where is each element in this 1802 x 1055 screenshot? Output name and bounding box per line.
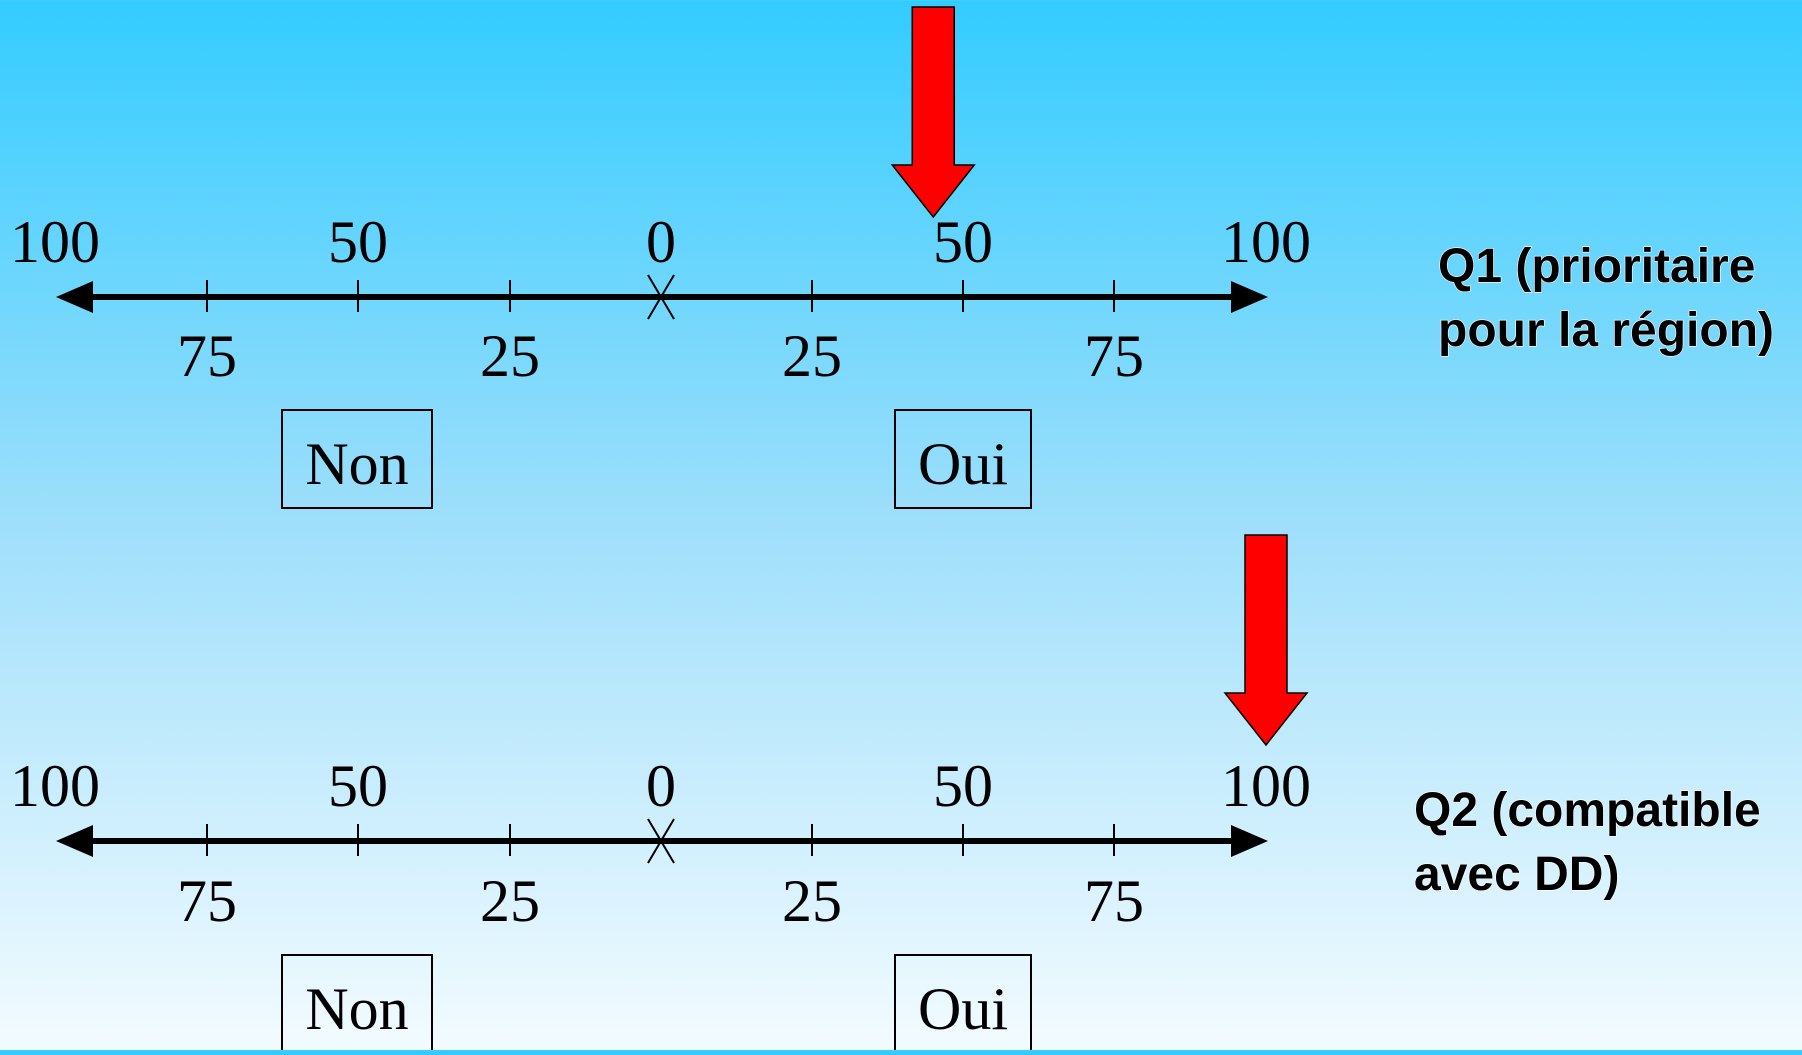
oui-box-label: Oui xyxy=(918,976,1008,1042)
center-cross xyxy=(647,274,675,320)
top-label: 50 xyxy=(328,209,388,275)
axis-arrowhead-left xyxy=(56,825,93,857)
scale-q2: 100 50 0 50 100 75 25 25 75 Non Oui Q2 (… xyxy=(10,534,1761,1055)
question-label-q2-line2: avec DD) xyxy=(1414,848,1619,901)
top-label: 50 xyxy=(933,209,993,275)
bottom-label: 75 xyxy=(177,323,237,389)
non-box xyxy=(281,954,433,1055)
top-label: 50 xyxy=(933,753,993,819)
bottom-label: 25 xyxy=(480,323,540,389)
oui-box xyxy=(894,409,1032,509)
question-label-q1-line1: Q1 (prioritaire xyxy=(1438,240,1755,293)
top-label: 100 xyxy=(1221,753,1311,819)
question-label-q1-line2: pour la région) xyxy=(1438,304,1774,357)
top-label: 0 xyxy=(646,753,676,819)
non-box-label: Non xyxy=(305,431,408,497)
bottom-label: 25 xyxy=(480,868,540,934)
bottom-label: 75 xyxy=(1084,323,1144,389)
marker-arrow-q1 xyxy=(890,6,976,219)
axis-arrowhead-left xyxy=(56,281,93,313)
oui-box-label: Oui xyxy=(918,431,1008,497)
oui-box xyxy=(894,954,1032,1055)
bottom-label: 75 xyxy=(1084,868,1144,934)
axis-arrowhead-right xyxy=(1231,281,1268,313)
top-label: 0 xyxy=(646,209,676,275)
bottom-label: 75 xyxy=(177,868,237,934)
top-label: 50 xyxy=(328,753,388,819)
bottom-label: 25 xyxy=(782,868,842,934)
top-label: 100 xyxy=(10,209,100,275)
non-box-label: Non xyxy=(305,976,408,1042)
scale-q1: 100 50 0 50 100 75 25 25 75 Non Oui Q1 (… xyxy=(10,6,1775,509)
non-box xyxy=(281,409,433,509)
bottom-label: 25 xyxy=(782,323,842,389)
top-label: 100 xyxy=(1221,209,1311,275)
question-label-q2-line1: Q2 (compatible xyxy=(1414,784,1761,837)
axis-arrowhead-right xyxy=(1231,825,1268,857)
marker-arrow-q2 xyxy=(1223,534,1309,747)
center-cross xyxy=(647,818,675,864)
top-label: 100 xyxy=(10,753,100,819)
